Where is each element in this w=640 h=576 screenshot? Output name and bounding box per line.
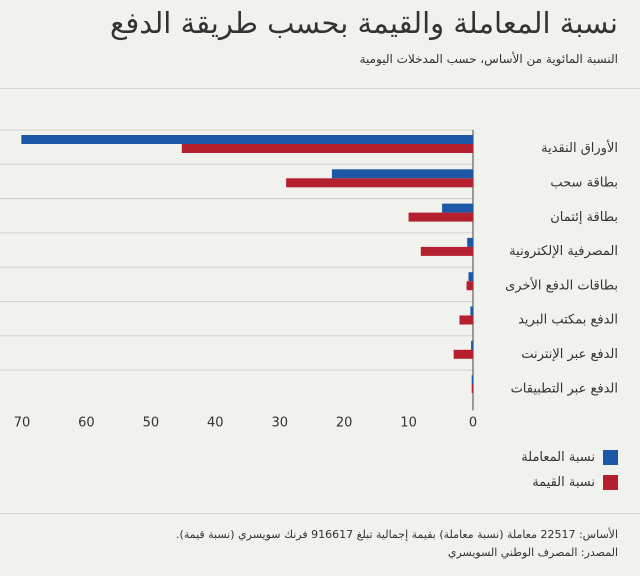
category-label: بطاقة إئتمان <box>550 210 618 225</box>
bar-value <box>466 281 473 291</box>
bar-value <box>471 384 473 394</box>
bar-value <box>453 349 473 359</box>
chart-subtitle: النسبة المائوية من الأساس، حسب المدخلات … <box>359 52 618 66</box>
bar-transaction <box>470 306 473 316</box>
bar-value <box>286 178 473 188</box>
x-tick-label: 60 <box>78 415 95 430</box>
x-tick-label: 0 <box>469 415 477 430</box>
bar-transaction <box>331 169 473 179</box>
category-label: الدفع عبر الإنترنت <box>521 347 618 362</box>
bar-transaction <box>442 203 473 213</box>
x-tick-label: 30 <box>271 415 288 430</box>
bar-transaction <box>468 272 473 282</box>
legend-swatch-transaction <box>603 449 618 465</box>
legend-swatch-value <box>603 474 618 490</box>
chart-title: نسبة المعاملة والقيمة بحسب طريقة الدفع <box>109 6 618 40</box>
legend-label-transaction: نسبة المعاملة <box>521 449 595 465</box>
x-tick-label: 40 <box>207 415 224 430</box>
bar-transaction <box>467 237 473 247</box>
bar-transaction <box>471 375 473 385</box>
bar-value <box>420 246 473 256</box>
x-tick-label: 10 <box>400 415 417 430</box>
category-label: الدفع بمكتب البريد <box>518 313 618 328</box>
legend-item-transaction: نسبة المعاملة <box>521 446 618 468</box>
bar-value <box>408 212 473 222</box>
bar-value <box>181 144 474 153</box>
x-tick-label: 20 <box>336 415 353 430</box>
bar-chart: الأوراق النقدية بطاقة سحب بطاقة إئتمان المص… <box>0 129 618 430</box>
header-divider <box>0 88 640 89</box>
category-label: المصرفية الإلكترونية <box>509 244 618 259</box>
category-label: بطاقة سحب <box>550 175 618 190</box>
basis-note: الأساس: 22517 معاملة (نسبة معاملة) بقيمة… <box>176 528 618 541</box>
category-label: بطاقات الدفع الأخرى <box>505 276 618 293</box>
bar-transaction <box>21 135 474 144</box>
bar-transaction <box>471 340 473 350</box>
x-tick-label: 50 <box>143 415 160 430</box>
legend-item-value: نسبة القيمة <box>521 471 618 493</box>
bar-value <box>459 315 473 325</box>
category-label: الدفع عبر التطبيقات <box>511 381 618 396</box>
x-tick-label: 70 <box>14 415 31 430</box>
source-note: المصدر: المصرف الوطني السويسري <box>447 546 618 559</box>
category-label: الأوراق النقدية <box>541 139 618 156</box>
chart-legend: نسبة المعاملة نسبة القيمة <box>521 446 618 496</box>
footer-divider <box>0 513 640 514</box>
legend-label-value: نسبة القيمة <box>532 474 595 490</box>
